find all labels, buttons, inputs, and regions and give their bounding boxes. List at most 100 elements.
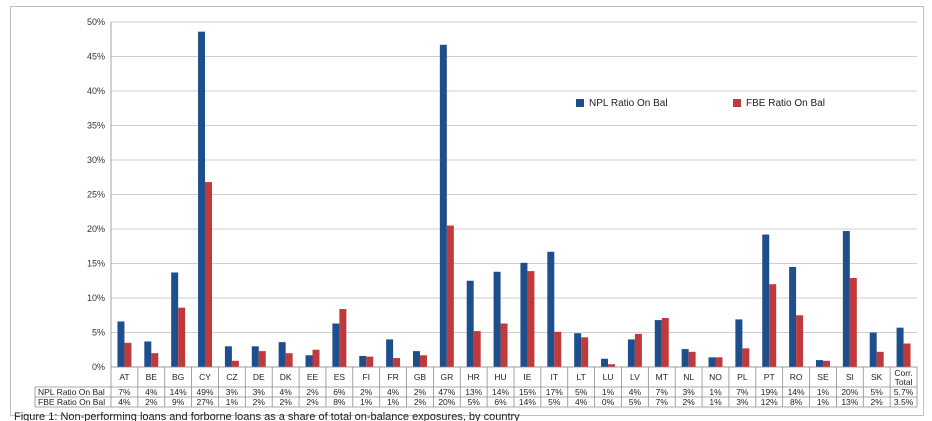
y-tick-label: 15% <box>87 259 105 269</box>
table-cell: 2% <box>414 387 427 397</box>
bar-npl-se <box>815 360 823 367</box>
bar-fbe-be <box>151 353 159 367</box>
table-cell: 1% <box>709 397 722 407</box>
y-tick-label: 50% <box>87 17 105 27</box>
table-cell: 2% <box>414 397 427 407</box>
bar-fbe-ie <box>527 271 535 367</box>
bar-npl-ie <box>520 262 528 367</box>
bar-npl-lv <box>627 339 635 367</box>
bar-npl-at <box>117 321 125 367</box>
category-label: LV <box>630 372 640 382</box>
table-cell: 4% <box>145 387 158 397</box>
legend-swatch <box>576 99 584 107</box>
table-cell: 1% <box>387 397 400 407</box>
table-cell: 1% <box>360 397 373 407</box>
bar-fbe-pl <box>742 348 750 367</box>
table-cell: 4% <box>279 387 292 397</box>
table-cell: 2% <box>253 397 266 407</box>
category-label: LU <box>603 372 614 382</box>
bar-npl-si <box>842 231 850 367</box>
bar-fbe-se <box>822 360 830 367</box>
y-tick-label: 40% <box>87 86 105 96</box>
table-cell: 14% <box>788 387 805 397</box>
y-tick-label: 5% <box>92 328 105 338</box>
bar-fbe-at <box>124 342 132 367</box>
table-cell: 5% <box>548 397 561 407</box>
table-cell: 4% <box>575 397 588 407</box>
category-label: BG <box>172 372 184 382</box>
bar-npl-pt <box>762 234 770 367</box>
y-tick-label: 20% <box>87 224 105 234</box>
category-label: HU <box>494 372 506 382</box>
bar-npl-ee <box>305 355 313 367</box>
bar-fbe-gr <box>446 225 454 367</box>
table-cell: 3% <box>226 387 239 397</box>
bar-npl-be <box>144 341 152 367</box>
y-axis: 0% 5% 10% 15% 20% 25% 30% 35% 40% 45% 50% <box>87 17 112 372</box>
figure-caption: Figure 1: Non-performing loans and forbo… <box>14 412 520 421</box>
table-cell: 6% <box>333 387 346 397</box>
bar-fbe-lt <box>581 337 589 367</box>
bar-npl-fi <box>359 355 367 367</box>
table-cell: 20% <box>438 397 455 407</box>
bar-fbe-no <box>715 357 723 367</box>
category-label: FR <box>387 372 398 382</box>
table-cell: 3% <box>736 397 749 407</box>
table-cell: 3% <box>253 387 266 397</box>
bar-npl-sk <box>869 332 877 367</box>
y-tick-label: 35% <box>87 121 105 131</box>
category-label: CZ <box>226 372 237 382</box>
category-label: DK <box>280 372 292 382</box>
bar-fbe-gb <box>419 355 427 367</box>
table-cell: 1% <box>602 387 615 397</box>
table-cell: 2% <box>360 387 373 397</box>
bar-fbe-nl <box>688 351 696 367</box>
table-cell: 12% <box>761 397 778 407</box>
bar-npl-no <box>708 357 716 367</box>
legend-label: NPL Ratio On Bal <box>589 98 668 109</box>
bar-fbe-lu <box>608 364 616 367</box>
bar-fbe-ee <box>312 349 320 367</box>
table-cell: 5% <box>629 397 642 407</box>
bar-fbe-de <box>258 351 266 367</box>
y-tick-label: 10% <box>87 293 105 303</box>
bar-npl-corr-total <box>896 327 904 367</box>
bar-npl-es <box>332 323 340 367</box>
category-label: NO <box>709 372 722 382</box>
category-label: RO <box>790 372 803 382</box>
bar-npl-fr <box>386 339 394 367</box>
y-tick-label: 30% <box>87 155 105 165</box>
bar-fbe-ro <box>796 315 804 367</box>
bar-fbe-cy <box>205 182 213 367</box>
legend-label: FBE Ratio On Bal <box>746 98 825 109</box>
table-cell: 14% <box>170 387 187 397</box>
table-cell: 8% <box>333 397 346 407</box>
category-label: NL <box>683 372 694 382</box>
gridlines <box>111 21 917 368</box>
bar-fbe-dk <box>285 353 293 367</box>
bar-fbe-hu <box>500 323 508 367</box>
bar-fbe-pt <box>769 284 777 367</box>
bar-fbe-hr <box>473 331 481 367</box>
table-cell: 2% <box>306 387 319 397</box>
category-label: EE <box>307 372 319 382</box>
category-label: MT <box>656 372 668 382</box>
bar-fbe-corr-total <box>903 343 911 367</box>
category-label: CY <box>199 372 211 382</box>
category-label: PT <box>764 372 775 382</box>
table-cell: 4% <box>387 387 400 397</box>
bar-npl-nl <box>681 349 689 367</box>
bar-npl-de <box>251 346 259 367</box>
category-label: FI <box>362 372 370 382</box>
category-label: BE <box>146 372 158 382</box>
table-cell: 2% <box>871 397 884 407</box>
category-label: PL <box>737 372 748 382</box>
category-label: Corr. <box>894 368 912 378</box>
legend: NPL Ratio On Bal FBE Ratio On Bal <box>576 98 825 109</box>
table-cell: 20% <box>841 387 858 397</box>
category-label: Total <box>895 377 913 387</box>
bar-fbe-it <box>554 331 562 367</box>
bar-npl-hu <box>493 271 501 367</box>
category-label: SE <box>817 372 829 382</box>
table-cell: 5.7% <box>894 387 914 397</box>
